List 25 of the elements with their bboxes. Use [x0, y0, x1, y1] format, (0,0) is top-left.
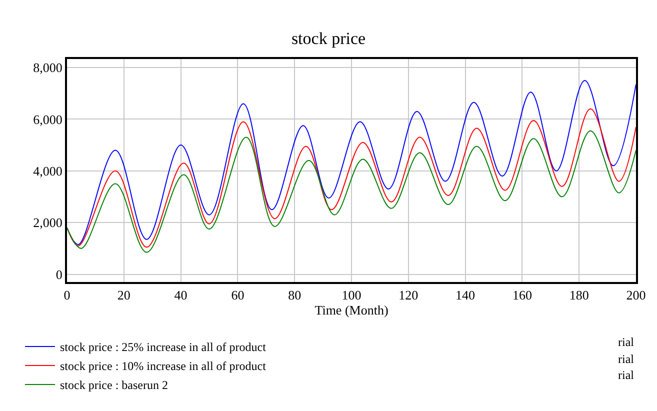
x-tick-label: 120 — [398, 288, 418, 303]
y-tick-label: 0 — [56, 266, 62, 282]
x-axis-title: Time (Month) — [314, 302, 388, 318]
legend-label: stock price : 10% increase in all of product — [60, 359, 267, 374]
x-tick-label: 180 — [569, 288, 589, 303]
y-tick-label: 8,000 — [33, 60, 62, 76]
y-tick-label: 2,000 — [33, 215, 62, 230]
line-series — [67, 108, 636, 248]
x-tick-label: 80 — [288, 288, 302, 303]
legend-label: stock price : 25% increase in all of product — [60, 340, 267, 354]
text: rial — [618, 335, 635, 349]
text: rial — [618, 352, 635, 366]
x-tick-label: 20 — [117, 288, 130, 303]
x-tick-label: 40 — [174, 288, 188, 303]
x-tick-label: 200 — [626, 288, 646, 303]
chart-title: stock price — [291, 28, 366, 48]
x-tick-label: 100 — [342, 288, 362, 303]
x-tick-label: 60 — [231, 288, 244, 303]
x-tick-label: 140 — [456, 288, 476, 303]
line-series — [67, 130, 636, 253]
x-tick-label: 160 — [512, 288, 532, 303]
y-tick-label: 4,000 — [33, 163, 62, 178]
y-tick-label: 6,000 — [33, 112, 62, 127]
legend-label: stock price : baserun 2 — [60, 378, 168, 392]
text: rial — [618, 368, 635, 382]
